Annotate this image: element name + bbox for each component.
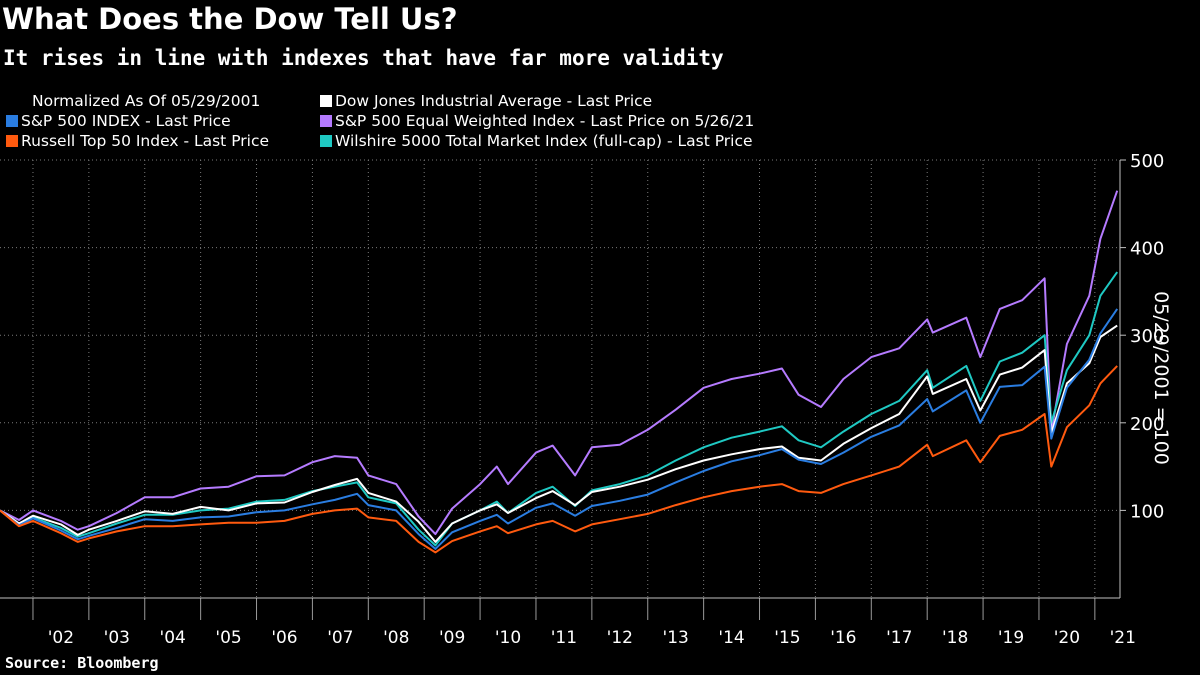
x-tick-label: '21 <box>1110 628 1136 648</box>
legend-swatch-dow <box>320 95 332 107</box>
x-tick-label: '03 <box>104 628 130 648</box>
legend-label-sp500: S&P 500 INDEX - Last Price <box>21 112 231 130</box>
x-tick-label: '11 <box>551 628 577 648</box>
x-tick-label: '09 <box>439 628 465 648</box>
x-tick-label: '16 <box>830 628 856 648</box>
x-tick-label: '20 <box>1054 628 1080 648</box>
legend-label-russell: Russell Top 50 Index - Last Price <box>21 132 269 150</box>
x-tick-label: '19 <box>998 628 1024 648</box>
x-tick-label: '05 <box>215 628 241 648</box>
y-tick-label: 300 <box>1130 326 1164 347</box>
y-tick-label: 100 <box>1130 501 1164 522</box>
legend-item-wilshire: Wilshire 5000 Total Market Index (full-c… <box>320 132 753 150</box>
legend-item-sp500-equal: S&P 500 Equal Weighted Index - Last Pric… <box>320 112 754 130</box>
legend-item-dow: Dow Jones Industrial Average - Last Pric… <box>320 92 652 110</box>
legend-note: Normalized As Of 05/29/2001 <box>32 92 261 110</box>
series-line-1 <box>0 308 1119 550</box>
legend-item-russell: Russell Top 50 Index - Last Price <box>6 132 269 150</box>
legend-swatch-wilshire <box>320 135 332 147</box>
legend-swatch-sp500-equal <box>320 115 332 127</box>
x-tick-label: '02 <box>48 628 74 648</box>
chart-subtitle: It rises in line with indexes that have … <box>3 46 724 70</box>
y-tick-label: 500 <box>1130 151 1164 172</box>
legend-label-wilshire: Wilshire 5000 Total Market Index (full-c… <box>335 132 753 150</box>
series-line-0 <box>0 324 1118 543</box>
series-line-4 <box>0 271 1119 547</box>
y-tick-label: 200 <box>1130 414 1164 435</box>
x-tick-label: '10 <box>495 628 521 648</box>
series-line-3 <box>0 365 1118 554</box>
x-tick-label: '07 <box>327 628 353 648</box>
legend-label-dow: Dow Jones Industrial Average - Last Pric… <box>335 92 653 110</box>
series-line-2 <box>0 190 1119 536</box>
x-tick-label: '08 <box>383 628 409 648</box>
source-note: Source: Bloomberg <box>5 654 159 672</box>
x-tick-label: '15 <box>774 628 800 648</box>
y-tick-label: 400 <box>1130 239 1164 260</box>
x-tick-label: '12 <box>607 628 633 648</box>
y-axis-title: 05/29/2001 = 100 <box>1150 291 1172 465</box>
legend-label-sp500-equal: S&P 500 Equal Weighted Index - Last Pric… <box>335 112 755 130</box>
legend-swatch-sp500 <box>6 115 18 127</box>
x-tick-label: '04 <box>160 628 186 648</box>
chart-title: What Does the Dow Tell Us? <box>2 2 458 36</box>
x-tick-label: '13 <box>663 628 689 648</box>
x-tick-label: '17 <box>886 628 912 648</box>
x-tick-label: '14 <box>718 628 744 648</box>
x-tick-label: '18 <box>942 628 968 648</box>
legend-item-sp500: S&P 500 INDEX - Last Price <box>6 112 231 130</box>
x-tick-label: '06 <box>271 628 297 648</box>
legend-swatch-russell <box>6 135 18 147</box>
